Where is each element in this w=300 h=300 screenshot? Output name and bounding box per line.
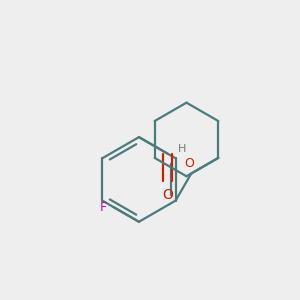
- Text: H: H: [178, 144, 186, 154]
- Text: F: F: [100, 200, 107, 214]
- Text: O: O: [162, 188, 173, 202]
- Text: O: O: [184, 157, 194, 170]
